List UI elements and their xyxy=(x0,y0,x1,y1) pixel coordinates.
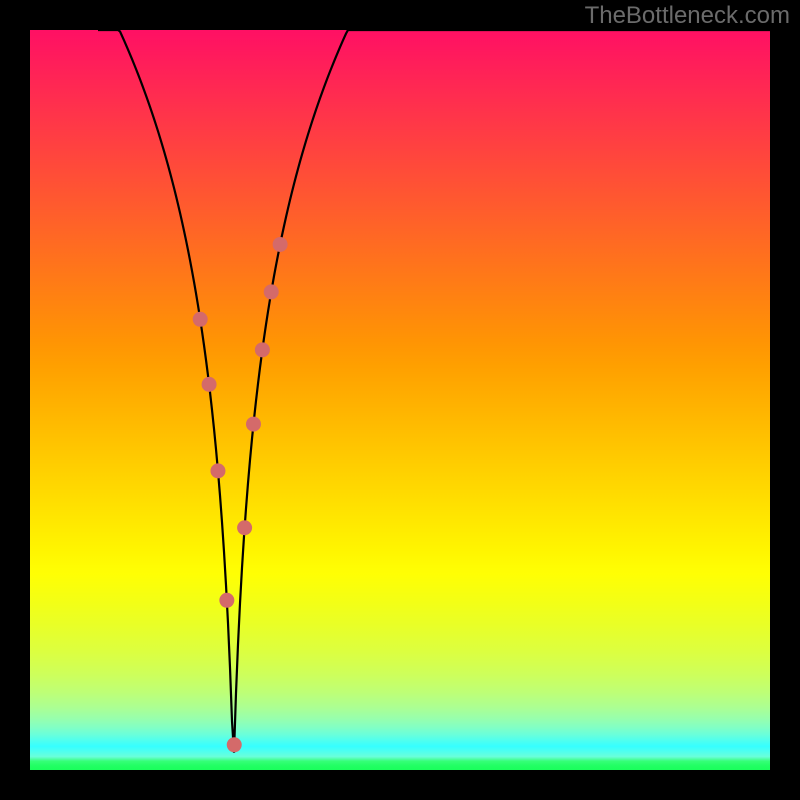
curve-dot xyxy=(273,237,288,252)
curve-dot xyxy=(246,417,261,432)
curve-dot xyxy=(237,520,252,535)
curve-dot xyxy=(219,593,234,608)
curve-dot xyxy=(264,284,279,299)
bottleneck-chart xyxy=(0,0,800,800)
curve-dot xyxy=(255,342,270,357)
curve-dot xyxy=(193,312,208,327)
curve-dot xyxy=(227,737,242,752)
curve-dot xyxy=(202,377,217,392)
gradient-background xyxy=(30,30,770,770)
watermark-label: TheBottleneck.com xyxy=(585,2,790,29)
watermark-text: TheBottleneck.com xyxy=(585,2,790,30)
curve-dot xyxy=(210,463,225,478)
